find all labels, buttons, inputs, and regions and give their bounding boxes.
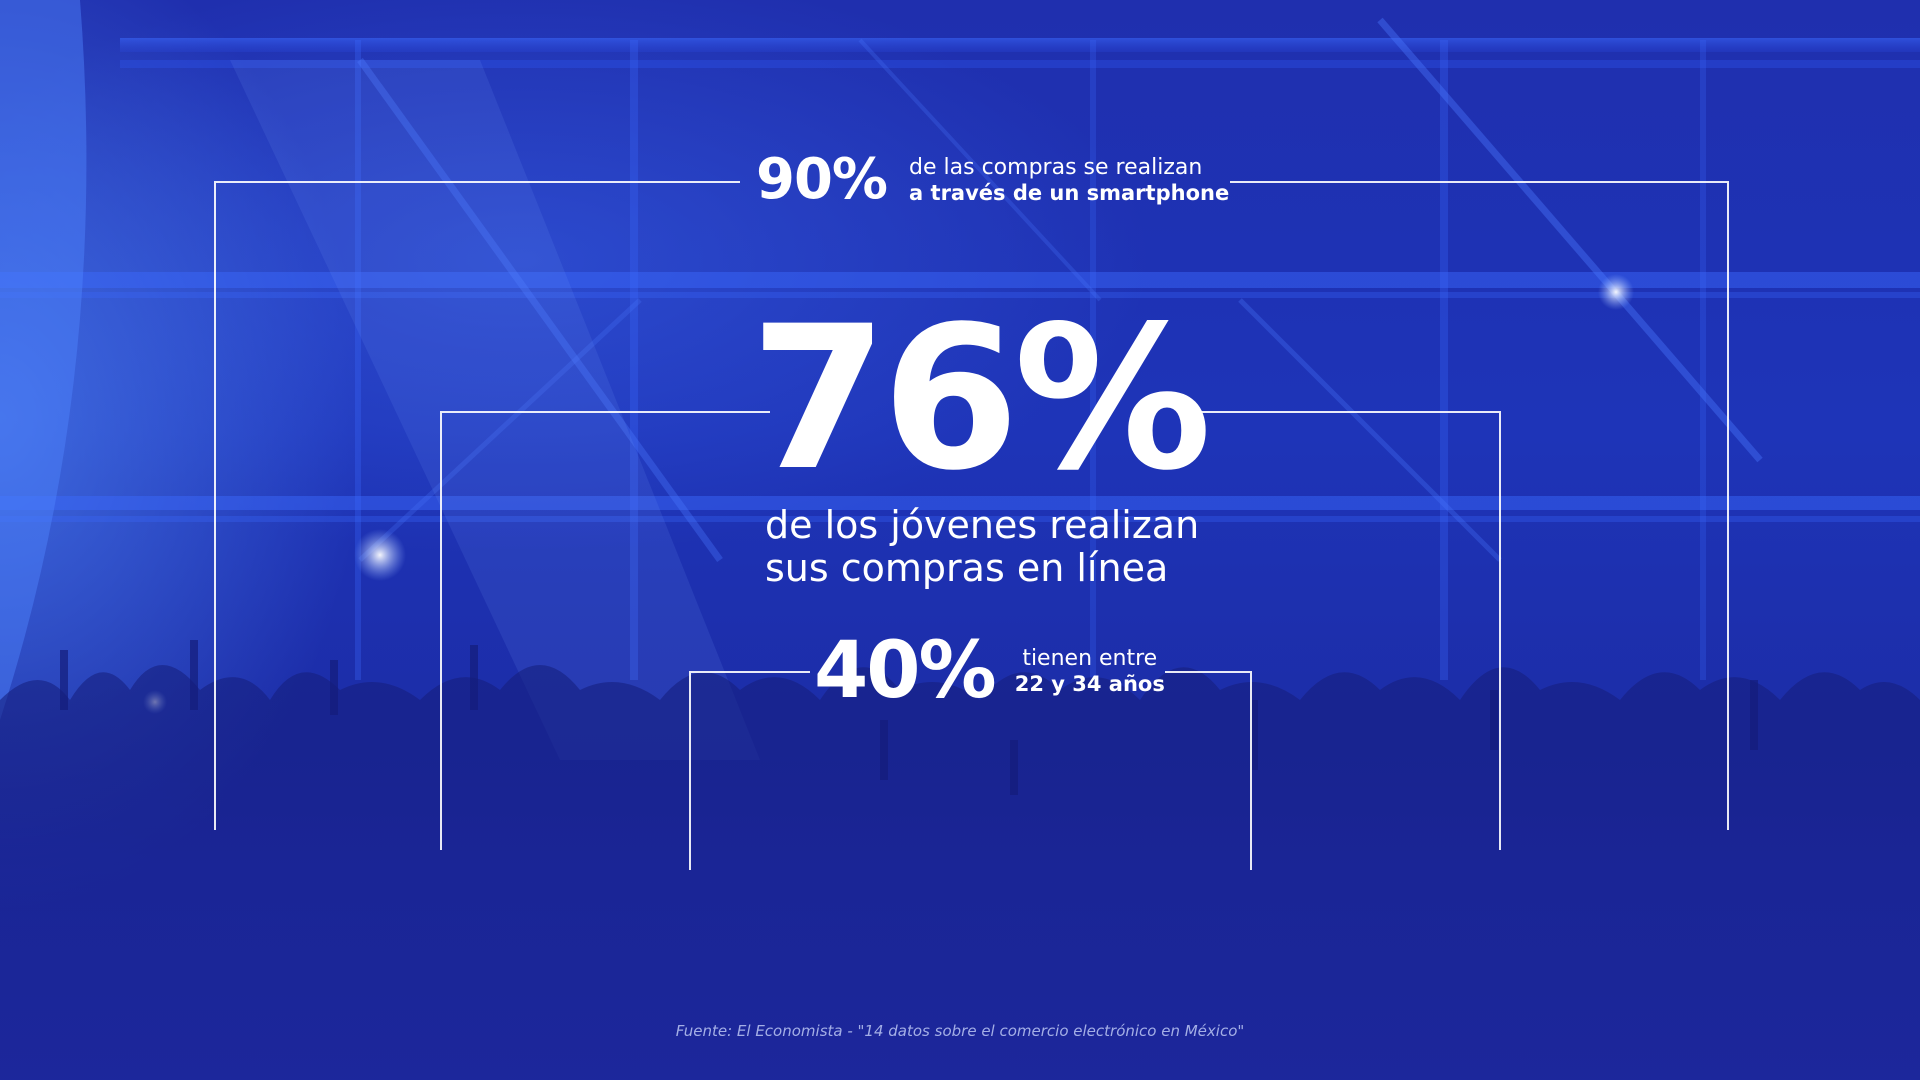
stat-smartphone-line1: de las compras se realizan xyxy=(909,155,1203,180)
frame-outer xyxy=(214,181,1729,830)
stat-young-online-line1: de los jóvenes realizan xyxy=(765,503,1200,547)
stat-young-online-value: 76% xyxy=(750,283,1212,514)
stat-young-online: 76% de los jóvenes realizan sus compras … xyxy=(750,283,1212,590)
stat-age-range-line1: tienen entre xyxy=(1022,646,1158,671)
stat-smartphone-description: de las compras se realizan a través de u… xyxy=(909,155,1229,205)
stat-smartphone: 90% de las compras se realizan a través … xyxy=(756,152,1229,208)
frame-middle xyxy=(440,411,1501,850)
frame-inner xyxy=(689,671,1252,870)
stat-age-range: 40% tienen entre 22 y 34 años xyxy=(814,632,1165,710)
stat-age-range-value: 40% xyxy=(814,626,997,716)
stat-smartphone-line2: a través de un smartphone xyxy=(909,181,1230,205)
stat-age-range-description: tienen entre 22 y 34 años xyxy=(1015,646,1165,696)
source-citation: Fuente: El Economista - "14 datos sobre … xyxy=(675,1022,1245,1040)
stat-young-online-line2: sus compras en línea xyxy=(765,546,1169,590)
stat-young-online-description: de los jóvenes realizan sus compras en l… xyxy=(765,504,1199,590)
stat-smartphone-value: 90% xyxy=(756,147,888,212)
stat-age-range-line2: 22 y 34 años xyxy=(1014,672,1165,696)
